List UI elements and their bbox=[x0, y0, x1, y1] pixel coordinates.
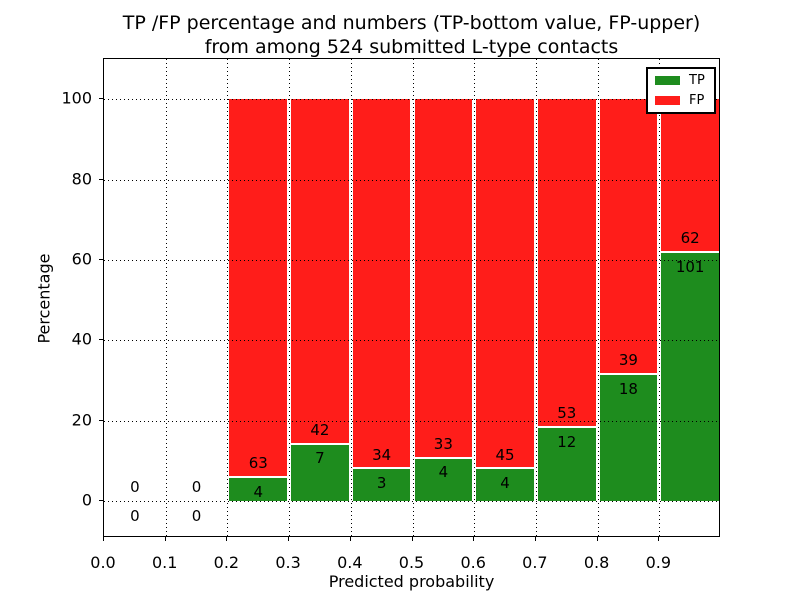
fp-count-label: 45 bbox=[495, 445, 515, 464]
bar-segment-tp bbox=[599, 374, 658, 502]
tp-count-label: 0 bbox=[130, 506, 140, 525]
x-tick-mark bbox=[226, 537, 228, 541]
chart-title-line2: from among 524 submitted L-type contacts bbox=[204, 36, 619, 59]
x-tick-label: 0.3 bbox=[275, 553, 301, 572]
bar-segment-tp bbox=[352, 468, 411, 502]
x-tick-mark bbox=[349, 537, 351, 541]
plot-area: 0 0 0 0 63 4 42 7 34 3 33 4 45 4 53 12 39 18 62 101 bbox=[103, 58, 720, 537]
x-tick-mark bbox=[103, 537, 104, 541]
fp-count-label: 0 bbox=[130, 478, 140, 497]
tp-count-label: 101 bbox=[675, 257, 705, 276]
x-tick-label: 0.2 bbox=[213, 553, 240, 572]
fp-legend-swatch bbox=[655, 96, 680, 105]
y-tick-label: 0 bbox=[81, 490, 92, 510]
x-tick-mark bbox=[658, 537, 660, 541]
bar-segment-tp bbox=[229, 477, 288, 502]
bar-segment-tp bbox=[661, 252, 719, 502]
x-tick-label: 0.9 bbox=[645, 553, 672, 572]
tp-count-label: 3 bbox=[376, 474, 387, 493]
bar-segment-tp bbox=[476, 468, 534, 502]
bar-boundary-line bbox=[414, 456, 473, 459]
bar-segment-tp bbox=[537, 426, 596, 501]
fp-count-label: 0 bbox=[191, 478, 202, 497]
y-tick-label: 100 bbox=[61, 88, 92, 108]
x-tick-label: 0.7 bbox=[522, 553, 548, 572]
tp-count-label: 7 bbox=[315, 449, 325, 468]
tp-count-label: 4 bbox=[253, 482, 264, 501]
legend-row-fp: FP bbox=[655, 94, 705, 107]
x-tick-mark bbox=[596, 537, 598, 541]
bar-boundary-line bbox=[476, 467, 534, 470]
fp-count-label: 33 bbox=[433, 434, 453, 453]
x-tick-label: 0.0 bbox=[90, 553, 116, 572]
tp-count-label: 4 bbox=[500, 474, 510, 493]
bar-segment-fp bbox=[291, 99, 349, 444]
bar-boundary-line bbox=[599, 373, 658, 376]
y-tick-mark bbox=[99, 258, 103, 260]
x-tick-mark bbox=[473, 537, 475, 541]
y-tick-label: 40 bbox=[71, 329, 92, 349]
fp-legend-label: FP bbox=[689, 93, 705, 108]
legend: TP FP bbox=[646, 67, 716, 114]
x-tick-label: 0.1 bbox=[151, 553, 178, 572]
x-axis-label: Predicted probability bbox=[328, 572, 495, 591]
y-tick-mark bbox=[99, 98, 103, 100]
tp-count-label: 4 bbox=[438, 463, 449, 482]
tp-legend-label: TP bbox=[689, 73, 705, 88]
bar-segment-fp bbox=[537, 99, 596, 427]
bar-segment-tp bbox=[414, 457, 473, 502]
bar-segment-fp bbox=[476, 99, 534, 469]
tp-count-label: 0 bbox=[191, 506, 202, 525]
y-axis-label: Percentage bbox=[34, 253, 54, 344]
x-tick-mark bbox=[288, 537, 290, 541]
fp-count-label: 53 bbox=[557, 404, 577, 423]
x-tick-label: 0.8 bbox=[583, 553, 610, 572]
bar-segment-fp bbox=[229, 99, 288, 478]
y-tick-mark bbox=[99, 500, 103, 502]
bars-layer bbox=[104, 59, 719, 536]
chart-title-line1: TP /FP percentage and numbers (TP-bottom… bbox=[122, 12, 701, 34]
bar-segment-fp bbox=[599, 99, 658, 375]
bar-boundary-line bbox=[537, 425, 596, 428]
bar-boundary-line bbox=[291, 442, 349, 445]
x-tick-label: 0.4 bbox=[337, 553, 363, 572]
tp-count-label: 18 bbox=[618, 379, 638, 398]
x-tick-mark bbox=[411, 537, 413, 541]
bar-segment-fp bbox=[661, 99, 719, 253]
bar-segment-fp bbox=[352, 99, 411, 469]
y-tick-label: 80 bbox=[71, 169, 92, 189]
y-tick-mark bbox=[99, 419, 103, 421]
tp-count-label: 12 bbox=[557, 432, 577, 451]
bar-boundary-line bbox=[352, 467, 411, 470]
y-tick-label: 20 bbox=[71, 410, 92, 430]
x-tick-mark bbox=[164, 537, 166, 541]
legend-row-tp: TP bbox=[655, 74, 705, 87]
bar-boundary-line bbox=[661, 251, 719, 254]
bar-label-layer: 0 0 0 0 63 4 42 7 34 3 33 4 45 4 53 12 39 18 62 101 bbox=[104, 59, 719, 536]
fp-count-label: 42 bbox=[310, 420, 330, 439]
fp-count-label: 62 bbox=[680, 229, 700, 248]
bar-boundary-line bbox=[229, 476, 288, 479]
fp-count-label: 63 bbox=[248, 454, 268, 473]
fp-count-label: 34 bbox=[372, 445, 392, 464]
y-tick-label: 60 bbox=[71, 249, 92, 269]
y-tick-mark bbox=[99, 339, 103, 341]
y-tick-mark bbox=[99, 178, 103, 180]
bar-segment-tp bbox=[291, 443, 349, 502]
x-tick-label: 0.6 bbox=[460, 553, 486, 572]
tp-legend-swatch bbox=[655, 76, 680, 85]
fp-count-label: 39 bbox=[618, 351, 638, 370]
x-tick-label: 0.5 bbox=[398, 553, 425, 572]
x-tick-mark bbox=[534, 537, 536, 541]
bar-segment-fp bbox=[414, 99, 473, 458]
chart-title: TP /FP percentage and numbers (TP-bottom… bbox=[103, 11, 720, 60]
